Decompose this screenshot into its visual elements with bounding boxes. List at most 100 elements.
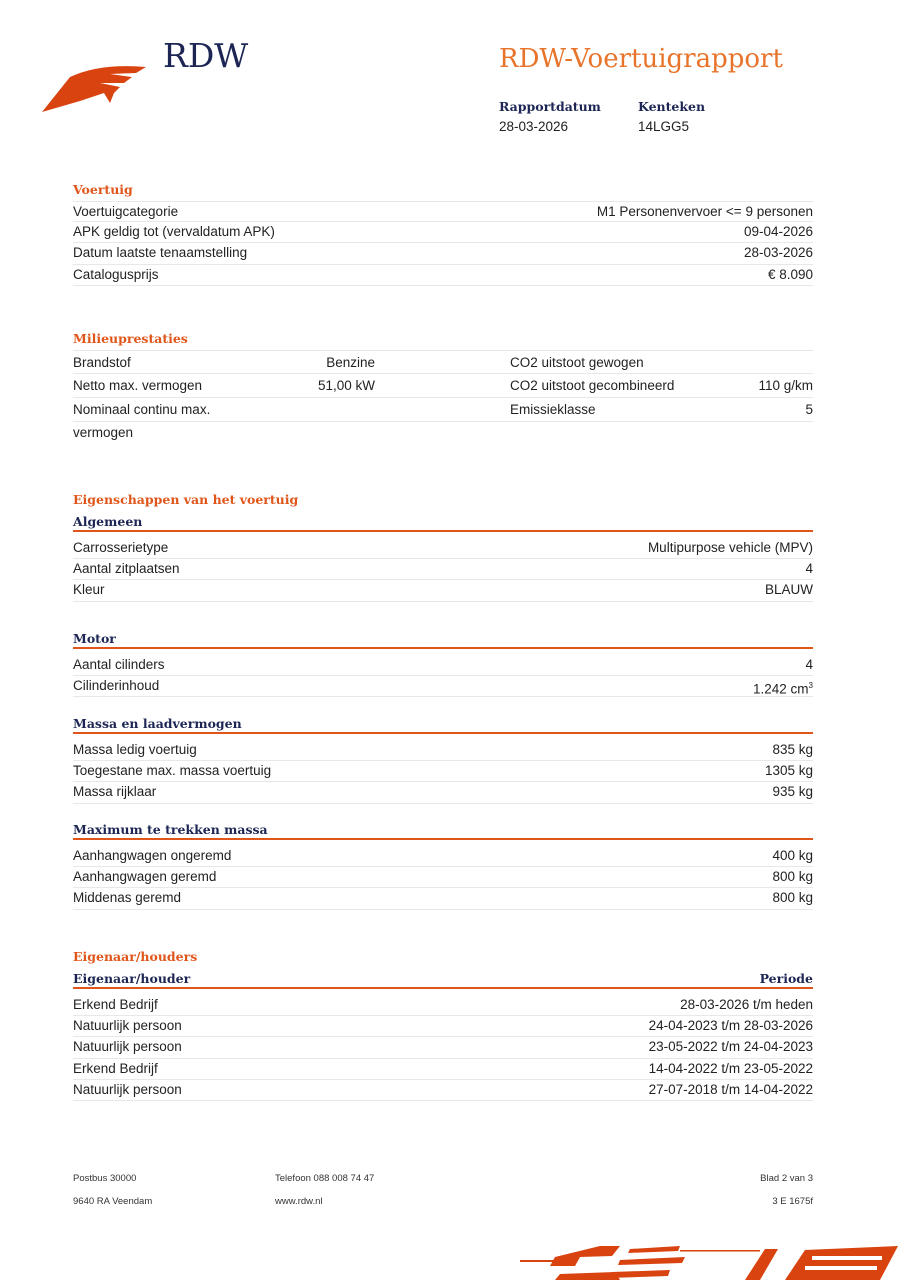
footer-code: 3 E 1675f — [772, 1196, 813, 1207]
page-title: RDW-Voertuigrapport — [499, 44, 783, 74]
report-date-label: Rapportdatum — [499, 99, 601, 114]
row-label: Nominaal continu max. vermogen — [73, 402, 211, 440]
row-label: Voertuigcategorie — [73, 204, 179, 219]
plate: 14LGG5 — [638, 119, 690, 134]
row-value: 4 — [805, 657, 813, 672]
row-value-wrap: 09-04-2026 — [744, 222, 813, 242]
row-label: Toegestane max. massa voertuig — [73, 763, 272, 779]
subheading-trekken: Maximum te trekken massa — [73, 819, 813, 840]
subheading-label: Motor — [73, 631, 116, 646]
table-row: Catalogusprijs € 8.090 — [73, 265, 813, 286]
row-value: 4 — [805, 561, 813, 577]
row-label: Netto max. vermogen — [73, 378, 203, 393]
table-row: Netto max. vermogen 51,00 kW CO2 uitstoot … — [73, 374, 813, 398]
plate-label: Kenteken — [638, 99, 706, 114]
row-label: Kleur — [73, 582, 105, 598]
row-value-wrap: 1305 kg — [765, 761, 813, 781]
row-value-wrap: 28-03-2026 — [744, 243, 813, 263]
section-heading: Eigenaar/houders — [73, 949, 198, 964]
rdw-logo-icon — [42, 66, 146, 112]
section-eigenaar: Eigenaar/houders Eigenaar/houder Periode … — [73, 946, 813, 1101]
row-value-wrap: 14-04-2022 t/m 23-05-2022 — [649, 1059, 813, 1079]
table-row: Aantal zitplaatsen 4 — [73, 559, 813, 581]
row-label: Catalogusprijs — [73, 266, 159, 282]
row-value: 1305 kg — [764, 763, 813, 779]
row-value: 28-03-2026 — [743, 245, 813, 261]
row-value: 400 kg — [772, 848, 813, 863]
row-value-wrap: Multipurpose vehicle (MPV) — [648, 538, 813, 558]
footer-address1: Postbus 30000 — [73, 1173, 137, 1184]
row-value-wrap: 24-04-2023 t/m 28-03-2026 — [649, 1016, 813, 1036]
table-row: Middenas geremd 800 kg — [73, 888, 813, 910]
subheading-algemeen: Algemeen — [73, 511, 813, 532]
table-row: Toegestane max. massa voertuig 1305 kg — [73, 761, 813, 783]
row-value-wrap: M1 Personenvervoer <= 9 personen — [597, 202, 813, 221]
rdw-stripes-icon — [520, 1246, 898, 1280]
row-label: Massa rijklaar — [73, 784, 157, 800]
row-label: Aantal cilinders — [73, 657, 165, 672]
row-value: 09-04-2026 — [743, 224, 813, 240]
row-label: Cilinderinhoud — [73, 678, 160, 694]
row-value-wrap: 27-07-2018 t/m 14-04-2022 — [649, 1080, 813, 1100]
owner-table-header: Eigenaar/houder Periode — [73, 968, 813, 989]
subheading-massa: Massa en laadvermogen — [73, 713, 813, 734]
table-row: Natuurlijk persoon 27-07-2018 t/m 14-04-2… — [73, 1080, 813, 1101]
row-label: Middenas geremd — [73, 890, 182, 906]
row-value: 800 kg — [772, 869, 813, 885]
row-value-wrap: 800 kg — [772, 867, 813, 887]
row-label: CO2 uitstoot gecombineerd — [510, 378, 675, 393]
section-motor: Motor Aantal cilinders 4 Cilinderinhoud 1.2… — [73, 628, 813, 698]
section-trekken: Maximum te trekken massa Aanhangwagen on… — [73, 819, 813, 910]
row-value: 51,00 kW — [317, 378, 375, 393]
table-row: Aanhangwagen ongeremd 400 kg — [73, 846, 813, 868]
table-row: Natuurlijk persoon 24-04-2023 t/m 28-03-2… — [73, 1016, 813, 1038]
report-date: 28-03-2026 — [499, 119, 569, 134]
table-row: Massa rijklaar 935 kg — [73, 782, 813, 804]
row-value: 5 — [805, 402, 813, 417]
row-label: Natuurlijk persoon — [73, 1039, 182, 1055]
row-value: Benzine — [326, 355, 375, 370]
row-value-wrap: 4 — [805, 559, 813, 579]
row-value-wrap: 835 kg — [772, 740, 813, 760]
row-value: M1 Personenvervoer <= 9 personen — [596, 204, 813, 219]
section-massa: Massa en laadvermogen Massa ledig voertu… — [73, 713, 813, 804]
table-row: Carrosserietype Multipurpose vehicle (MPV… — [73, 538, 813, 560]
row-value: Multipurpose vehicle (MPV) — [647, 540, 813, 555]
row-value: 835 kg — [772, 742, 813, 757]
table-row: APK geldig tot (vervaldatum APK) 09-04-20… — [73, 222, 813, 244]
row-label: Aanhangwagen ongeremd — [73, 848, 232, 863]
row-value: 935 kg — [772, 784, 813, 800]
row-value: 28-03-2026 t/m heden — [680, 997, 813, 1012]
row-label: Erkend Bedrijf — [73, 997, 158, 1012]
subheading-label: Maximum te trekken massa — [73, 822, 268, 837]
section-eigenschappen: Eigenschappen van het voertuig Algemeen … — [73, 489, 813, 602]
table-row: Voertuigcategorie M1 Personenvervoer <= 9… — [73, 201, 813, 223]
footer-address2: 9640 RA Veendam — [73, 1196, 153, 1207]
row-value-wrap: BLAUW — [765, 580, 813, 600]
footer-website[interactable]: www.rdw.nl — [275, 1196, 323, 1207]
row-label: Emissieklasse — [510, 402, 596, 417]
row-label: CO2 uitstoot gewogen — [510, 355, 644, 370]
table-row: Erkend Bedrijf 14-04-2022 t/m 23-05-2022 — [73, 1059, 813, 1080]
table-row: Datum laatste tenaamstelling 28-03-2026 — [73, 243, 813, 265]
row-value-wrap: € 8.090 — [768, 265, 813, 285]
table-row: Brandstof Benzine CO2 uitstoot gewogen — [73, 350, 813, 374]
row-value-wrap: 1.242 cm3 — [753, 676, 813, 697]
subheading-label: Algemeen — [73, 514, 143, 529]
row-label: Massa ledig voertuig — [73, 742, 197, 757]
row-value: 24-04-2023 t/m 28-03-2026 — [648, 1018, 813, 1034]
row-value-wrap: 28-03-2026 t/m heden — [680, 995, 813, 1015]
row-label: Datum laatste tenaamstelling — [73, 245, 248, 261]
row-label: Natuurlijk persoon — [73, 1081, 182, 1097]
row-value: 1.242 cm — [753, 681, 809, 697]
row-label: APK geldig tot (vervaldatum APK) — [73, 224, 275, 240]
row-label: Carrosserietype — [73, 540, 169, 555]
subheading-motor: Motor — [73, 628, 813, 649]
row-label: Brandstof — [73, 355, 131, 370]
row-label: Aantal zitplaatsen — [73, 561, 180, 577]
footer-page: Blad 2 van 3 — [760, 1173, 813, 1184]
table-row: Nominaal continu max. vermogen Emissiekla… — [73, 398, 813, 440]
row-value-wrap: 935 kg — [772, 782, 813, 802]
row-value: 110 g/km — [758, 378, 813, 393]
subheading-label: Massa en laadvermogen — [73, 716, 242, 731]
